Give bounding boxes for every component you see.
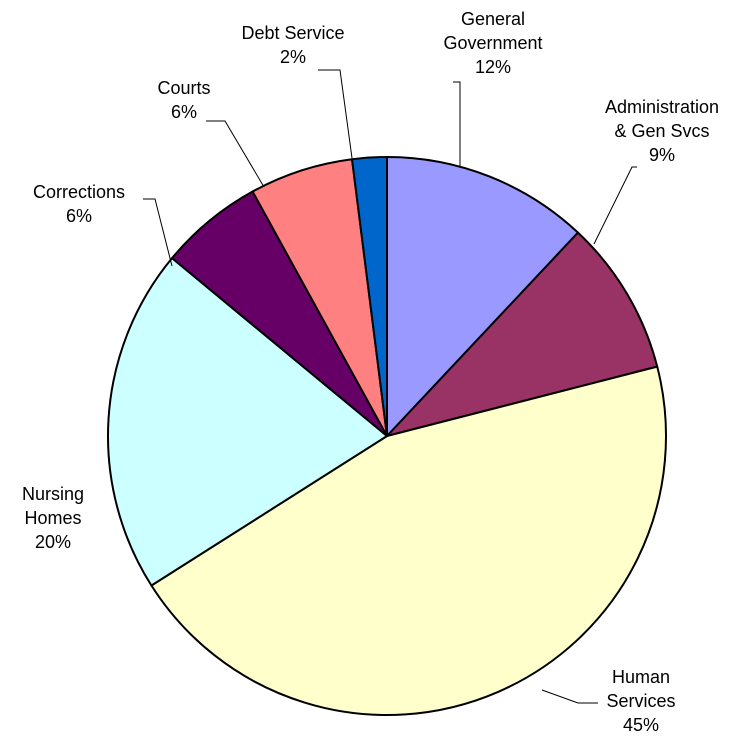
slice-percent-label: 20%: [35, 532, 71, 552]
slice-percent-label: 9%: [649, 145, 675, 165]
pie-slices: [107, 156, 667, 716]
pie-slice-human-services: [150, 365, 667, 716]
slice-percent-label: 6%: [66, 206, 92, 226]
slice-label-line: Homes: [24, 508, 81, 528]
pie-slice-debt-service: [351, 156, 388, 437]
slice-label-human-services: Human Services 45%: [606, 667, 675, 735]
leader-line-courts: [206, 120, 265, 188]
slice-label-general-government: General Government 12%: [443, 9, 542, 77]
slice-label-line: Administration: [605, 97, 719, 117]
slice-label-administration-gen-svcs: Administration & Gen Svcs 9%: [605, 97, 719, 165]
pie-labels: General Government 12% Administration & Gen …: [22, 9, 719, 735]
leader-line-general-government: [453, 81, 461, 167]
slice-percent-label: 45%: [623, 715, 659, 735]
pie-slice-administration-gen-svcs: [386, 231, 659, 437]
leader-line-administration-gen-svcs: [593, 166, 637, 245]
slice-label-line: General: [461, 9, 525, 29]
slice-label-line: Nursing: [22, 484, 84, 504]
slice-label-line: Courts: [157, 78, 210, 98]
leader-line-corrections: [143, 198, 173, 267]
slice-label-courts: Courts 6%: [157, 78, 210, 122]
leader-line-human-services: [541, 689, 598, 704]
slice-percent-label: 12%: [475, 57, 511, 77]
slice-label-line: Debt Service: [241, 23, 344, 43]
leader-line-debt-service: [318, 69, 353, 159]
slice-label-line: & Gen Svcs: [614, 121, 709, 141]
slice-label-line: Government: [443, 33, 542, 53]
slice-label-line: Services: [606, 691, 675, 711]
slice-label-corrections: Corrections 6%: [33, 182, 125, 226]
pie-slice-nursing-homes: [107, 257, 388, 587]
slice-percent-label: 2%: [280, 47, 306, 67]
slice-label-line: Corrections: [33, 182, 125, 202]
slice-label-line: Human: [612, 667, 670, 687]
slice-label-nursing-homes: Nursing Homes 20%: [22, 484, 84, 552]
slice-label-debt-service: Debt Service 2%: [241, 23, 344, 67]
pie-leader-lines: [143, 69, 637, 704]
pie-slice-general-government: [386, 156, 579, 437]
slice-percent-label: 6%: [171, 102, 197, 122]
